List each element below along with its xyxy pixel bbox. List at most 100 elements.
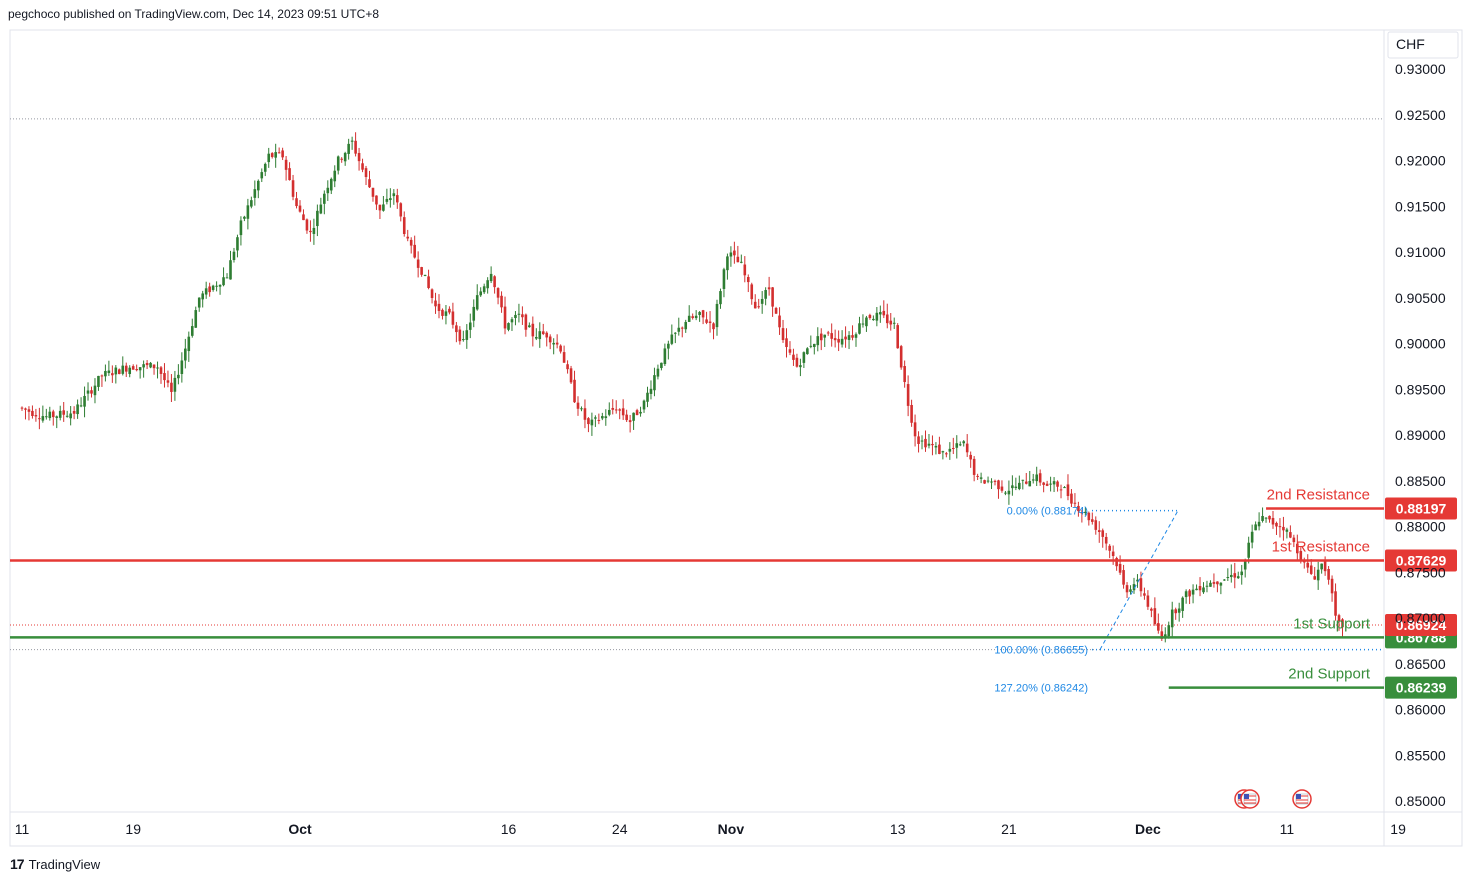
candle bbox=[1198, 577, 1202, 597]
candle bbox=[323, 190, 326, 215]
candle-body bbox=[302, 214, 305, 221]
candle-body bbox=[250, 200, 253, 207]
candle-body bbox=[86, 390, 90, 394]
candle-body bbox=[892, 322, 896, 324]
candle bbox=[986, 476, 990, 484]
candle bbox=[955, 435, 959, 459]
candle-body bbox=[277, 152, 281, 154]
candle-body bbox=[489, 273, 493, 282]
candle-body bbox=[1233, 573, 1237, 578]
economic-events[interactable] bbox=[1234, 789, 1312, 809]
level-price-tag[interactable]: 0.86239 bbox=[1385, 676, 1457, 699]
candle-body bbox=[65, 415, 69, 417]
candle-body bbox=[69, 413, 72, 419]
current-price-tag[interactable]: 0.86924 bbox=[1385, 613, 1457, 636]
us-flag-event-icon[interactable] bbox=[1292, 789, 1312, 809]
candle bbox=[1341, 618, 1344, 637]
candle bbox=[719, 288, 722, 309]
candle-body bbox=[204, 288, 208, 295]
level-price-tag[interactable]: 0.87629 bbox=[1385, 549, 1457, 572]
candle-body bbox=[899, 346, 903, 368]
candle-body bbox=[562, 352, 566, 363]
candle bbox=[913, 414, 917, 447]
candle-body bbox=[1049, 483, 1052, 485]
candle-body bbox=[1191, 589, 1195, 595]
candle bbox=[260, 168, 264, 183]
candle-body bbox=[1261, 515, 1264, 521]
candle-body bbox=[851, 335, 854, 338]
candle-body bbox=[104, 370, 107, 377]
candle bbox=[552, 338, 555, 355]
tradingview-logo[interactable]: 17 TradingView bbox=[10, 856, 100, 872]
candle-body bbox=[552, 342, 555, 345]
candle bbox=[945, 451, 948, 458]
y-tick-label: 0.85500 bbox=[1395, 747, 1446, 763]
candle-body bbox=[750, 284, 754, 300]
candle bbox=[402, 211, 406, 237]
candle bbox=[646, 386, 649, 408]
candle-body bbox=[958, 444, 962, 446]
candle bbox=[1084, 507, 1087, 516]
candle bbox=[771, 287, 774, 317]
candle-body bbox=[823, 334, 827, 338]
candle bbox=[618, 408, 621, 420]
price-axis[interactable]: CHF 0.93000 0.92500 0.92000 0.91500 0.91000 0.… bbox=[1387, 31, 1459, 809]
candle bbox=[392, 189, 396, 205]
candle-body bbox=[913, 422, 917, 437]
candle bbox=[722, 267, 726, 298]
time-axis[interactable]: 11 19 Oct 16 24 Nov 13 21 Dec 11 19 bbox=[15, 821, 1406, 837]
candle bbox=[302, 209, 305, 221]
candle-body bbox=[698, 312, 701, 315]
candle bbox=[45, 408, 48, 420]
candle bbox=[430, 288, 434, 304]
candle bbox=[899, 344, 903, 370]
candle bbox=[830, 323, 833, 347]
us-flag-event-icon[interactable] bbox=[1240, 789, 1260, 809]
candle bbox=[844, 326, 847, 348]
candle bbox=[1007, 480, 1011, 505]
candle-body bbox=[743, 264, 747, 276]
candle-body bbox=[694, 315, 698, 319]
candle bbox=[785, 328, 788, 358]
candle bbox=[819, 328, 823, 351]
candle bbox=[1257, 512, 1261, 531]
candle-body bbox=[218, 284, 222, 287]
candle bbox=[1091, 512, 1094, 525]
candle-body bbox=[767, 287, 771, 290]
candle-body bbox=[1115, 558, 1118, 567]
candle bbox=[114, 365, 118, 384]
candle bbox=[79, 397, 83, 408]
candle-body bbox=[291, 180, 295, 197]
candle bbox=[173, 370, 177, 401]
candle bbox=[166, 370, 170, 388]
candle-body bbox=[288, 168, 291, 181]
reference-lines bbox=[10, 118, 1384, 651]
candle-body bbox=[100, 375, 104, 377]
candle bbox=[840, 330, 844, 348]
flag-canton bbox=[1238, 794, 1243, 799]
candle bbox=[420, 266, 423, 277]
candle bbox=[1150, 607, 1153, 618]
candle bbox=[764, 287, 767, 306]
candle bbox=[1313, 566, 1316, 580]
candle bbox=[389, 188, 392, 208]
candle bbox=[1077, 501, 1080, 517]
candle bbox=[416, 251, 420, 278]
level-price-tag[interactable]: 0.88197 bbox=[1385, 497, 1457, 520]
candle-body bbox=[875, 312, 879, 321]
candle-body bbox=[267, 153, 271, 163]
level-price-tag-text: 0.88197 bbox=[1396, 500, 1447, 516]
candle-body bbox=[938, 444, 941, 455]
candle-body bbox=[1243, 560, 1247, 570]
candle bbox=[38, 407, 41, 430]
candle-body bbox=[548, 336, 552, 343]
candle-body bbox=[48, 411, 52, 419]
candle bbox=[701, 309, 705, 325]
candle-body bbox=[1254, 524, 1257, 531]
candle-body bbox=[1177, 608, 1181, 613]
candle-body bbox=[781, 328, 785, 341]
flag-canton bbox=[1244, 794, 1249, 799]
candle bbox=[1066, 474, 1070, 501]
candle-body bbox=[1059, 489, 1063, 491]
